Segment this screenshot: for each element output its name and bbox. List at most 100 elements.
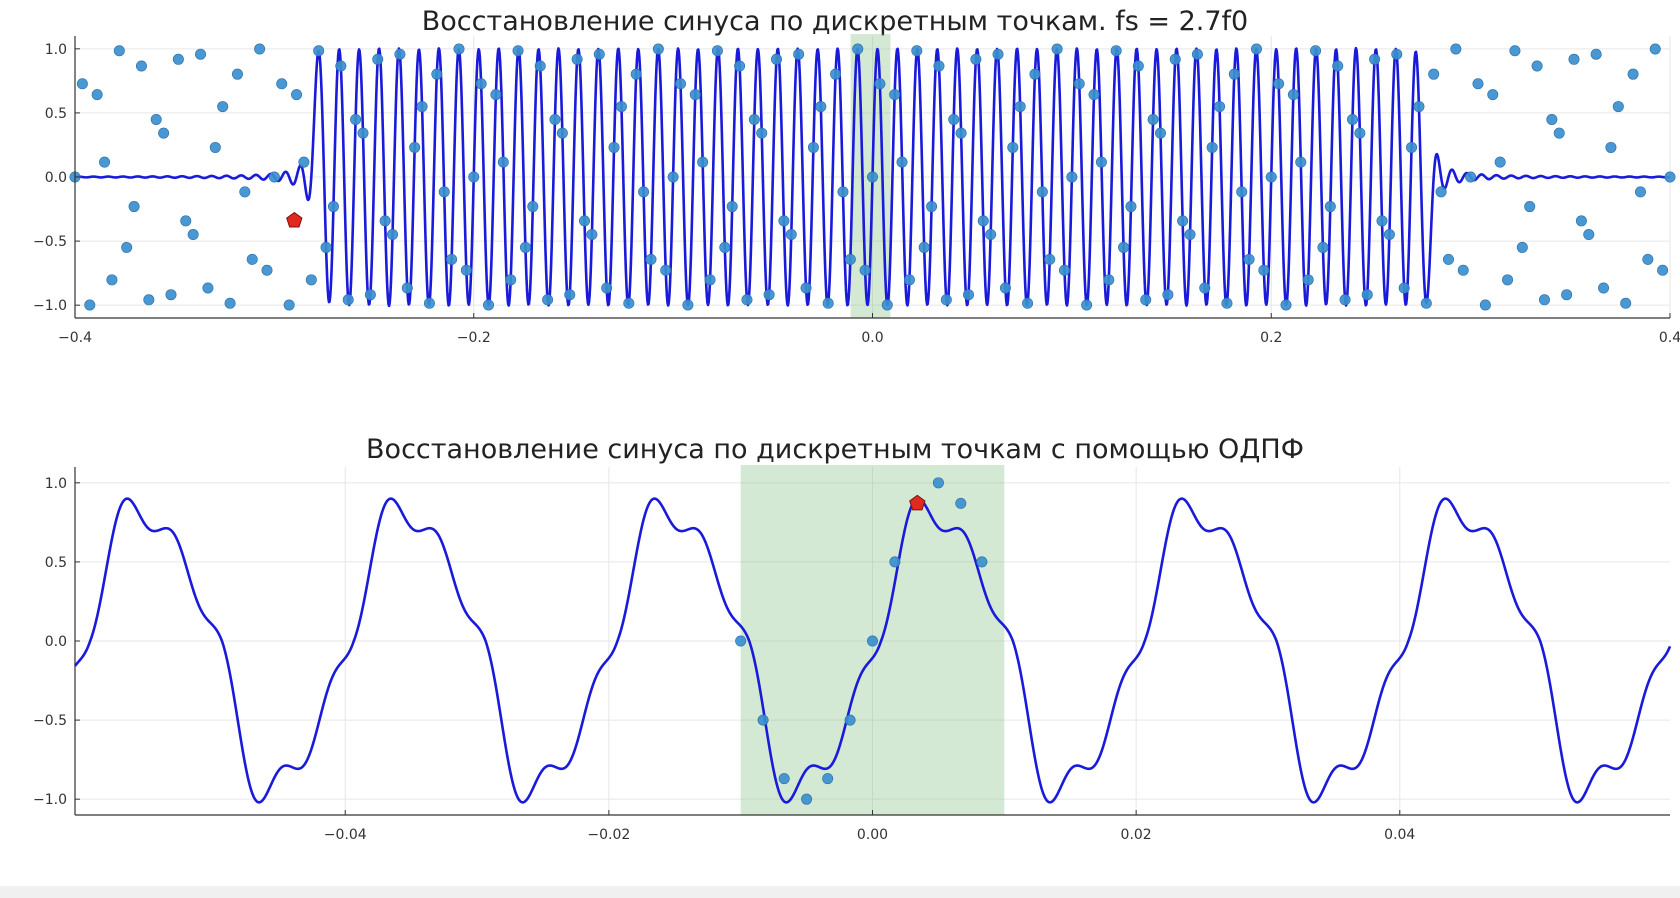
sample-point — [874, 78, 886, 90]
sample-point — [1634, 186, 1646, 198]
sample-point — [158, 127, 170, 139]
sample-point — [704, 274, 716, 286]
sample-point — [150, 113, 162, 125]
sample-point — [985, 229, 997, 241]
sample-point — [1132, 60, 1144, 72]
sample-point — [1450, 43, 1462, 55]
sample-point — [313, 45, 325, 57]
sample-point — [342, 294, 354, 306]
sample-point — [387, 229, 399, 241]
sample-point — [431, 68, 443, 80]
sample-point — [438, 186, 450, 198]
sample-point — [1221, 297, 1233, 309]
sample-point — [1465, 171, 1477, 183]
sample-point — [1479, 299, 1491, 311]
sample-point — [497, 156, 509, 168]
sample-point — [416, 101, 428, 113]
sample-point — [91, 89, 103, 101]
sample-point — [992, 48, 1004, 60]
sample-point — [1103, 274, 1115, 286]
sample-point — [364, 289, 376, 301]
sample-point — [1044, 253, 1056, 265]
sample-point — [1007, 141, 1019, 153]
x-tick-label: 0.00 — [857, 827, 888, 843]
marker-point — [286, 211, 303, 228]
sample-point — [1657, 264, 1669, 276]
sample-point — [1620, 297, 1632, 309]
sample-point — [180, 215, 192, 227]
sample-point — [99, 156, 111, 168]
sample-point — [571, 53, 583, 65]
sample-point — [918, 241, 930, 253]
sample-point — [1073, 78, 1085, 90]
sample-point — [970, 53, 982, 65]
bottom-chart-title: Восстановление синуса по дискретным точк… — [366, 434, 1304, 465]
sample-point — [1191, 48, 1203, 60]
sample-point — [955, 127, 967, 139]
sample-point — [1612, 101, 1624, 113]
y-tick-label: 1.0 — [45, 476, 67, 492]
sample-point — [1095, 156, 1107, 168]
sample-point — [1339, 294, 1351, 306]
sample-point — [801, 793, 813, 805]
sample-point — [239, 186, 251, 198]
sample-point — [1140, 294, 1152, 306]
sample-point — [1598, 282, 1610, 294]
y-tick-label: −1.0 — [33, 298, 67, 314]
sample-point — [793, 48, 805, 60]
sample-point — [372, 53, 384, 65]
sample-point — [889, 89, 901, 101]
sample-point — [1457, 264, 1469, 276]
sample-point — [135, 60, 147, 72]
sample-point — [1502, 274, 1514, 286]
sample-point — [896, 156, 908, 168]
sample-point — [76, 78, 88, 90]
sample-point — [1442, 253, 1454, 265]
sample-point — [1369, 53, 1381, 65]
sample-point — [1051, 43, 1063, 55]
sample-point — [1177, 215, 1189, 227]
sample-point — [638, 186, 650, 198]
sample-point — [807, 141, 819, 153]
sample-point — [593, 48, 605, 60]
sample-point — [697, 156, 709, 168]
bottom-chart-marker — [909, 494, 926, 511]
sample-point — [1435, 186, 1447, 198]
sample-point — [327, 201, 339, 213]
sample-point — [490, 89, 502, 101]
sample-point — [976, 556, 988, 568]
sample-point — [305, 274, 317, 286]
sample-point — [1546, 113, 1558, 125]
sample-point — [1487, 89, 1499, 101]
sample-point — [1583, 229, 1595, 241]
sample-point — [1361, 289, 1373, 301]
bottom-chart-axes: −0.04 −0.02 0.00 0.02 0.04 −1.0 −0.5 0.0 0.5 1.0 — [33, 467, 1670, 843]
sample-point — [689, 89, 701, 101]
sample-point — [1125, 201, 1137, 213]
reconstruction-line — [73, 497, 1672, 804]
sample-point — [955, 497, 967, 509]
bottom-chart-reconstruction-line — [73, 497, 1672, 804]
sample-point — [1258, 264, 1270, 276]
sample-point — [1472, 78, 1484, 90]
sample-point — [778, 215, 790, 227]
sample-point — [940, 294, 952, 306]
sample-point — [822, 773, 834, 785]
sample-point — [128, 201, 140, 213]
sample-point — [852, 43, 864, 55]
sample-point — [1310, 45, 1322, 57]
x-tick-label: 0.2 — [1260, 330, 1282, 346]
sample-point — [1398, 282, 1410, 294]
sample-point — [172, 53, 184, 65]
sample-point — [357, 127, 369, 139]
sample-point — [512, 45, 524, 57]
sample-point — [423, 297, 435, 309]
sample-point — [1184, 229, 1196, 241]
top-chart-marker — [286, 211, 303, 228]
sample-point — [682, 299, 694, 311]
sample-point — [932, 477, 944, 489]
sample-point — [446, 253, 458, 265]
sample-point — [84, 299, 96, 311]
sample-point — [608, 141, 620, 153]
top-chart-axes: −0.4 −0.2 0.0 0.2 0.4 −1.0 −0.5 0.0 0.5 1.0 — [33, 36, 1680, 346]
